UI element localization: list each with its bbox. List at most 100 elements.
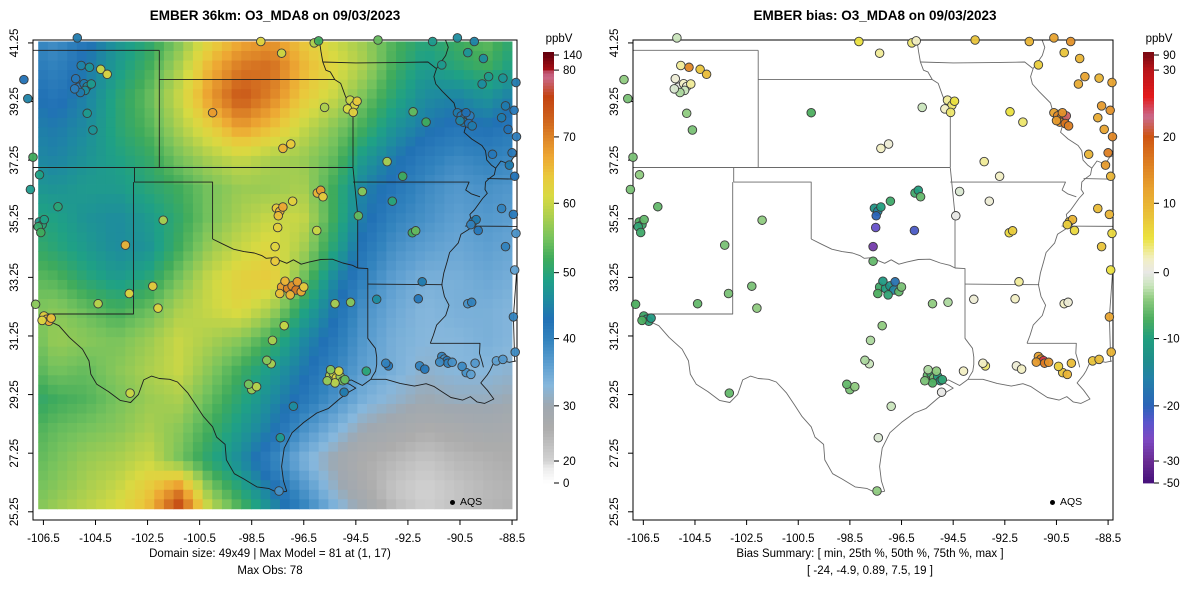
station-dot [353, 211, 364, 221]
bias-map-plot: -106.5 -104.5 -102.5 -100.5 -98.5 -96.5 -94.5 -… [609, 29, 1180, 545]
colorbar: 140 80 70 60 50 40 30 20 0 [543, 50, 582, 490]
station-dot [842, 379, 852, 390]
station-dot [917, 102, 927, 113]
station-dot [467, 121, 477, 131]
station-dot [936, 387, 947, 397]
x-tick-label: -94.5 [940, 533, 966, 545]
y-tick-label: 29.25 [609, 380, 621, 409]
station-dot [1018, 117, 1028, 127]
station-dot [339, 387, 349, 397]
colorbar-tick-label: 10 [1163, 198, 1176, 210]
station-dot [1005, 107, 1015, 117]
colorbar-tick-label: 20 [563, 456, 576, 468]
station-dot [1073, 79, 1084, 89]
x-tick-label: -96.5 [888, 533, 914, 545]
station-dot [148, 281, 158, 291]
colorbar-tick-label: 30 [563, 401, 576, 413]
station-dot [408, 107, 418, 117]
station-dot [387, 196, 398, 206]
station-dot [39, 214, 49, 225]
station-dot [978, 358, 988, 368]
station-dot [890, 277, 900, 287]
axes: -106.5 -104.5 -102.5 -100.5 -98.5 -96.5 -94.5 -… [9, 29, 525, 545]
station-dot [1063, 121, 1074, 131]
station-dot [1103, 148, 1113, 158]
x-tick-label: -102.5 [730, 533, 763, 545]
station-dot [1053, 361, 1064, 372]
station-dot [1051, 115, 1062, 126]
station-dot [1094, 73, 1104, 83]
station-dot [478, 53, 489, 64]
station-dot [270, 256, 280, 266]
station-dot [452, 33, 463, 43]
y-tick-label: 39.25 [9, 87, 21, 116]
y-tick-label: 31.25 [609, 322, 621, 351]
y-tick-label: 37.25 [9, 146, 21, 175]
station-dot [1066, 358, 1077, 368]
station-dot [915, 192, 926, 202]
station-dot [634, 170, 645, 180]
station-dot [313, 36, 324, 46]
x-tick-label: -90.5 [1043, 533, 1069, 545]
station-dot [153, 303, 163, 313]
station-dot [509, 105, 519, 116]
station-dot [625, 184, 636, 195]
station-dot [686, 79, 696, 89]
station-dot [1074, 53, 1085, 64]
station-dot [945, 107, 956, 118]
station-dot [463, 47, 473, 58]
station-dot [461, 107, 471, 118]
station-dot [273, 211, 284, 221]
station-dot [357, 186, 368, 197]
station-dot [504, 160, 515, 170]
station-dot [275, 432, 286, 443]
station-dot [752, 303, 762, 313]
x-tick-label: -88.5 [1095, 533, 1121, 545]
station-dot [876, 202, 886, 212]
station-dot [70, 73, 81, 84]
station-dot [36, 227, 46, 238]
station-dot [653, 201, 663, 212]
station-dot [865, 335, 876, 346]
station-dot [434, 357, 445, 367]
model-map-plot: -106.5 -104.5 -102.5 -100.5 -98.5 -96.5 -94.5 -… [9, 29, 582, 545]
colorbar-tick-label: 20 [1163, 132, 1176, 144]
station-dot [498, 73, 508, 83]
station-dot [920, 376, 930, 386]
station-dot [496, 203, 507, 214]
station-dot [1107, 131, 1118, 142]
station-dot [943, 297, 953, 308]
station-dot [878, 276, 888, 286]
colorbar-tick-label: -20 [1163, 401, 1180, 413]
station-dot [1099, 124, 1109, 135]
station-dot [420, 364, 430, 374]
station-dot [850, 381, 860, 392]
station-dot [340, 374, 350, 385]
station-dot [102, 69, 112, 80]
station-dot [503, 124, 513, 135]
station-dot [95, 64, 106, 75]
station-dot [1105, 105, 1115, 116]
station-dot [285, 290, 295, 300]
station-dot [1007, 226, 1018, 236]
y-tick-label: 27.25 [609, 439, 621, 468]
station-dot [872, 486, 882, 496]
station-dot [1094, 354, 1104, 365]
x-tick-label: -92.5 [395, 533, 421, 545]
colorbar-tick-label: 0 [1163, 268, 1169, 280]
station-dot [19, 74, 29, 85]
station-dot [637, 315, 647, 326]
bias-station-dots [619, 33, 1118, 496]
station-dot [1016, 364, 1027, 374]
station-dot [508, 312, 519, 322]
station-dot [274, 486, 284, 496]
station-dot [288, 401, 299, 412]
station-dot [860, 355, 870, 366]
station-dot [719, 240, 730, 250]
x-tick-label: -92.5 [992, 533, 1018, 545]
station-dot [287, 196, 298, 206]
station-dot [498, 354, 508, 365]
station-dot [46, 313, 56, 323]
colorbar-units-label: ppbV [545, 33, 573, 45]
